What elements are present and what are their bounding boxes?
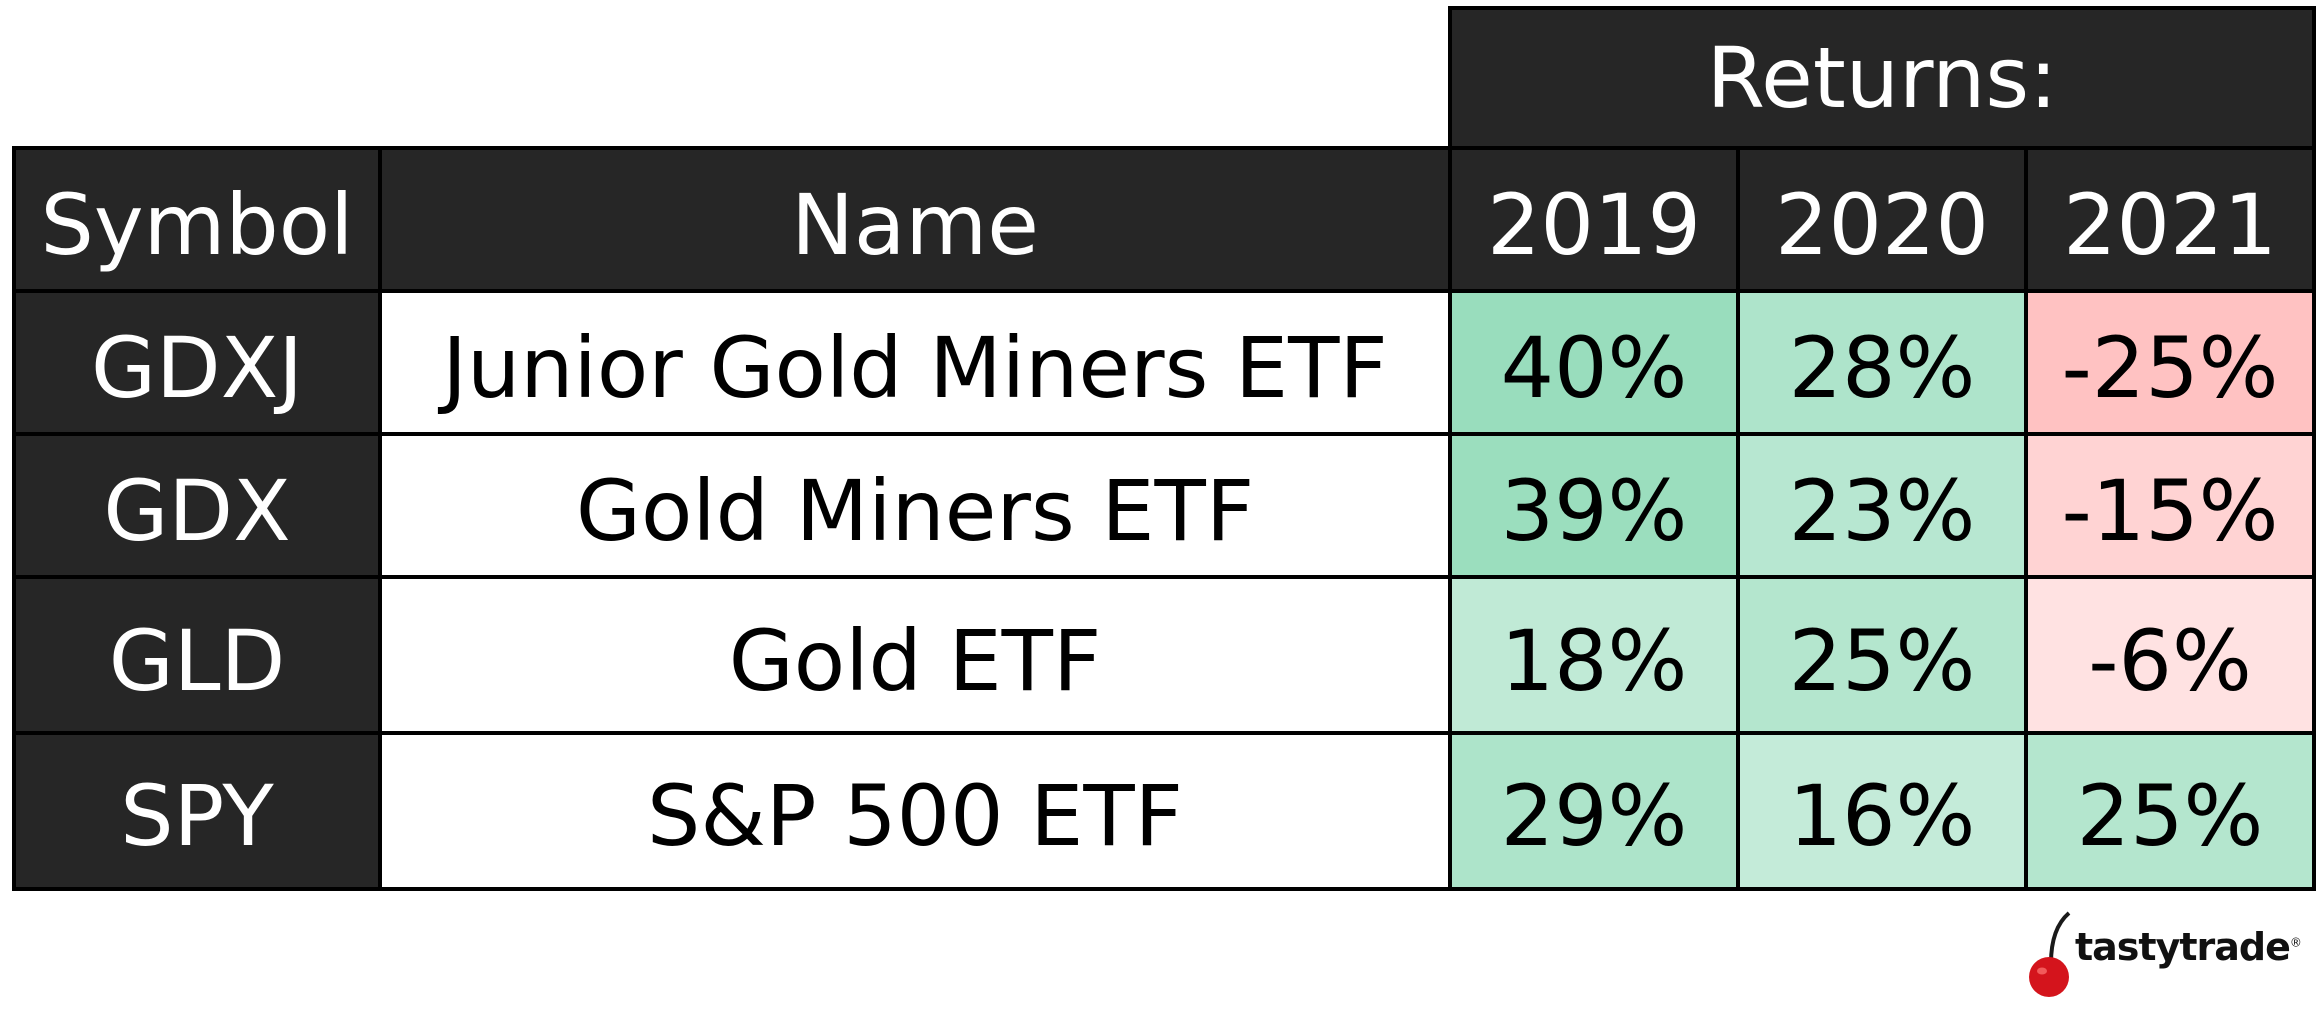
header-2019-cell [1450,148,1738,291]
header-name-label: Name [791,176,1039,274]
value-cell [2026,733,2314,889]
name-label: Junior Gold Miners ETF [437,319,1388,417]
header-2021-cell [2026,148,2314,291]
table-row: GLD Gold ETF 18% 25% -6% [14,577,2314,733]
header-name-cell [380,148,1450,291]
name-label: Gold Miners ETF [576,462,1254,560]
name-cell [380,434,1450,577]
value-cell [1450,577,1738,733]
table-row: GDX Gold Miners ETF 39% 23% -15% [14,434,2314,577]
value-cell [1450,733,1738,889]
value-cell [1738,577,2026,733]
name-label: S&P 500 ETF [647,767,1183,865]
value-cell [1738,291,2026,434]
value-cell [2026,434,2314,577]
header-symbol-label: Symbol [41,176,354,274]
symbol-cell [14,291,380,434]
symbol-cell [14,733,380,889]
symbol-label: GDXJ [91,319,303,417]
name-cell [380,733,1450,889]
returns-header-cell [1450,8,2314,148]
header-symbol-cell [14,148,380,291]
value-label: 29% [1501,767,1688,865]
symbol-cell [14,577,380,733]
header-2021-label: 2021 [2063,176,2277,274]
header-2019-label: 2019 [1487,176,1701,274]
column-header-row: Symbol Name 2019 2020 2021 [14,148,2314,291]
value-label: 39% [1501,462,1688,560]
returns-table: Returns: Symbol Name 2019 2020 2021 GDXJ… [12,6,2316,891]
value-label: -15% [2061,462,2278,560]
value-label: 28% [1789,319,1976,417]
header-2020-label: 2020 [1775,176,1989,274]
table-row: SPY S&P 500 ETF 29% 16% 25% [14,733,2314,889]
header-2020-cell [1738,148,2026,291]
value-cell [2026,291,2314,434]
cherry-icon [2029,911,2071,997]
value-cell [1738,733,2026,889]
value-cell [2026,577,2314,733]
symbol-label: SPY [120,767,274,865]
registered-mark: ® [2289,935,2302,950]
name-cell [380,577,1450,733]
value-label: 40% [1501,319,1688,417]
value-label: 25% [1789,612,1976,710]
value-cell [1738,434,2026,577]
symbol-label: GLD [109,612,286,710]
value-label: 23% [1789,462,1976,560]
tastytrade-logo: tastytrade® [2025,905,2302,1000]
symbol-cell [14,434,380,577]
logo-text: tastytrade [2075,925,2291,969]
value-label: 18% [1501,612,1688,710]
returns-header-label: Returns: [1707,29,2058,127]
value-label: 25% [2077,767,2264,865]
value-label: -25% [2061,319,2278,417]
table-gridlines [12,6,2316,891]
symbol-label: GDX [103,462,290,560]
value-cell [1450,291,1738,434]
value-label: -6% [2088,612,2252,710]
value-label: 16% [1789,767,1976,865]
name-label: Gold ETF [729,612,1102,710]
name-cell [380,291,1450,434]
value-cell [1450,434,1738,577]
table-row: GDXJ Junior Gold Miners ETF 40% 28% -25% [14,291,2314,434]
